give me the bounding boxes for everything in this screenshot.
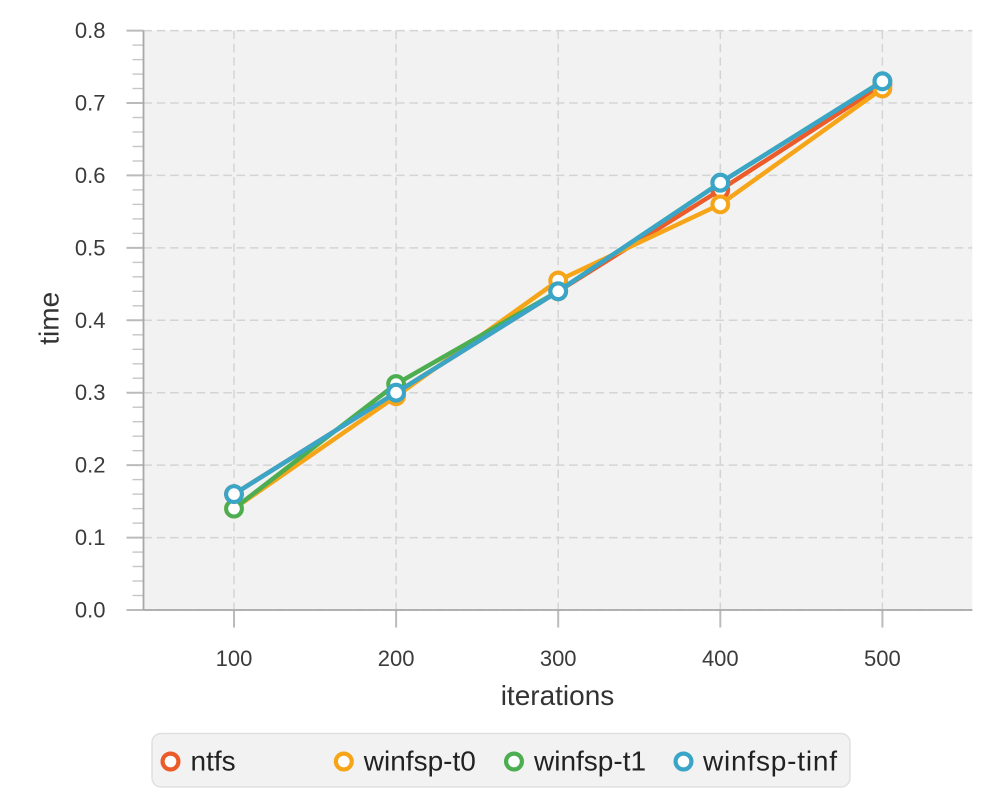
svg-text:0.6: 0.6 [75,163,106,188]
svg-text:0.2: 0.2 [75,453,106,478]
svg-text:0.7: 0.7 [75,91,106,116]
svg-text:winfsp-t1: winfsp-t1 [533,746,646,777]
svg-text:iterations: iterations [501,680,615,711]
svg-text:0.0: 0.0 [75,598,106,623]
svg-text:winfsp-t0: winfsp-t0 [363,746,476,777]
svg-text:100: 100 [216,646,253,671]
svg-text:time: time [34,292,65,345]
svg-text:200: 200 [378,646,415,671]
svg-text:winfsp-tinf: winfsp-tinf [702,746,838,777]
svg-text:0.1: 0.1 [75,525,106,550]
svg-text:ntfs: ntfs [191,746,236,777]
svg-text:0.3: 0.3 [75,380,106,405]
svg-text:0.5: 0.5 [75,235,106,260]
svg-text:400: 400 [702,646,739,671]
svg-text:0.4: 0.4 [75,308,106,333]
svg-text:500: 500 [864,646,901,671]
svg-text:0.8: 0.8 [75,18,106,43]
svg-text:300: 300 [540,646,577,671]
